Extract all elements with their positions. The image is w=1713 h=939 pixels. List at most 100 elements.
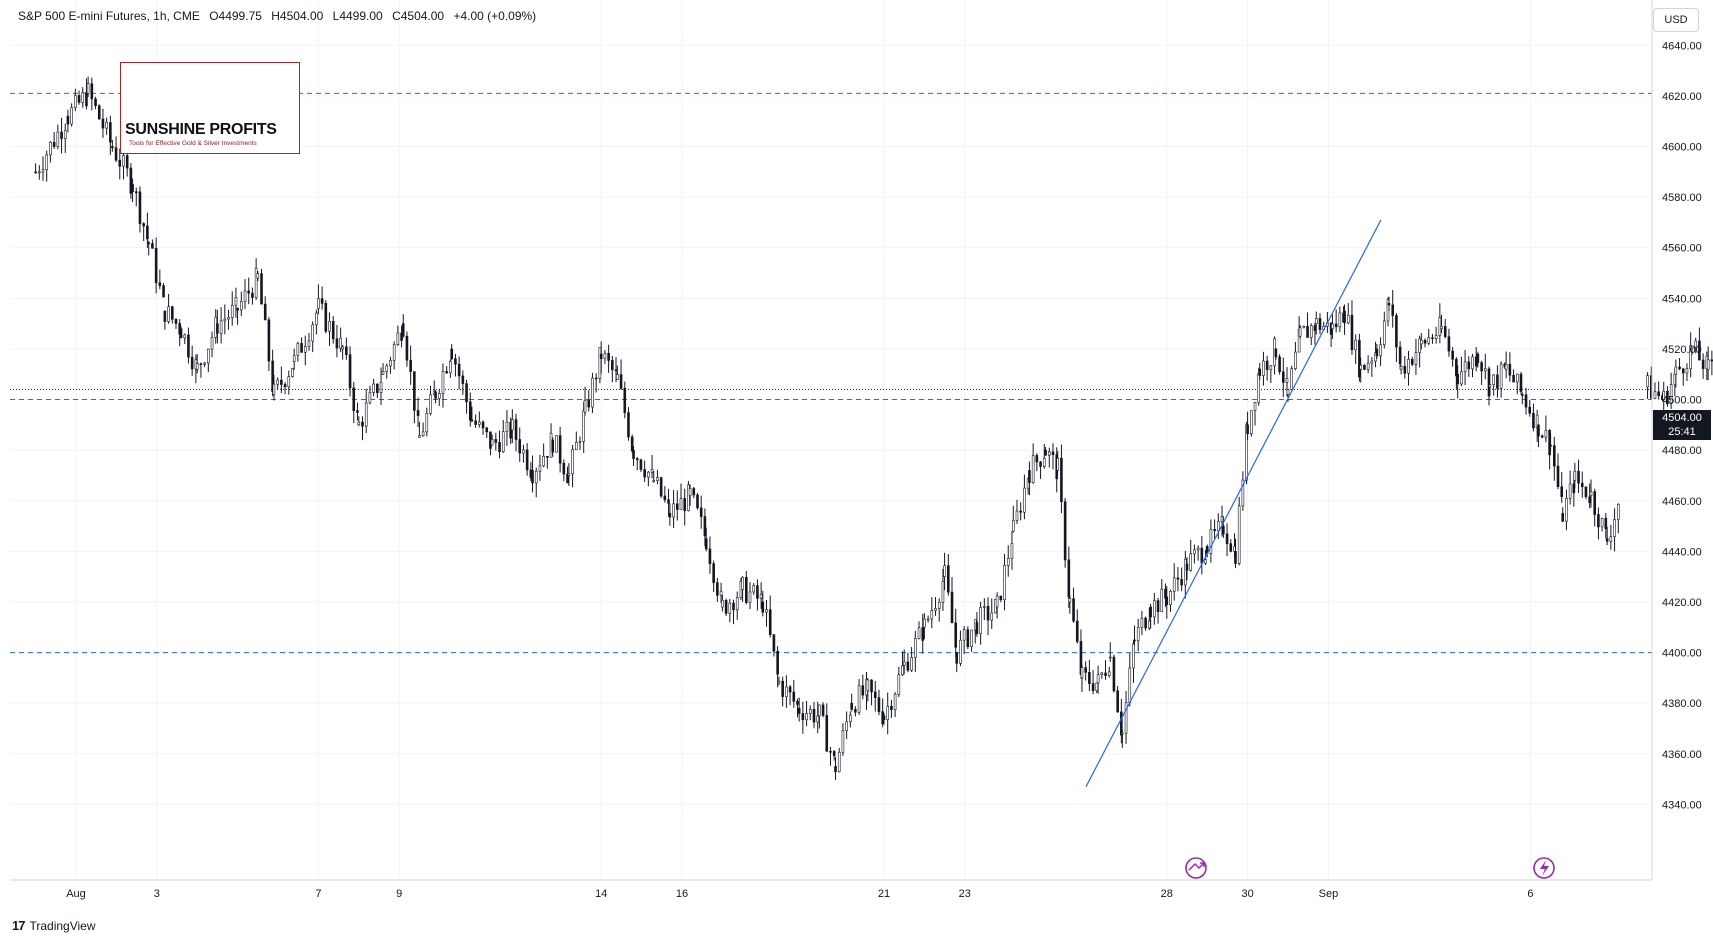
candle-body	[1674, 366, 1678, 375]
candle-body	[672, 503, 675, 518]
event-icons[interactable]	[1185, 857, 1555, 879]
candle-body	[1172, 577, 1176, 592]
x-tick-label: 7	[315, 888, 321, 900]
candle-body	[81, 92, 85, 103]
candle-body	[1128, 667, 1132, 703]
x-tick-label: Aug	[66, 888, 86, 900]
candle-body	[679, 498, 683, 510]
candle-body	[1309, 325, 1313, 338]
candle-body	[832, 751, 836, 757]
candle-body	[1060, 457, 1063, 502]
candle-body	[1269, 365, 1273, 371]
candle-body	[1148, 620, 1151, 629]
candle-body	[1241, 479, 1245, 507]
candle-body	[562, 462, 566, 475]
candle-body	[825, 715, 829, 752]
candle-body	[708, 548, 712, 564]
candle-body	[219, 320, 223, 334]
candle-body	[1519, 373, 1523, 392]
candle-body	[1121, 732, 1124, 735]
candle-body	[478, 421, 481, 425]
y-tick-label: 4460.00	[1662, 496, 1702, 508]
candle-body	[1471, 356, 1474, 370]
candle-body	[303, 346, 307, 353]
candle-body	[1451, 350, 1454, 360]
candle-body	[849, 714, 852, 723]
candle-body	[389, 360, 392, 367]
candle-body	[1274, 348, 1278, 358]
candle-body	[1391, 304, 1395, 316]
y-tick-label: 4580.00	[1662, 192, 1702, 204]
grid	[10, 0, 1652, 880]
y-tick-label: 4420.00	[1662, 597, 1702, 609]
candle-body	[635, 458, 639, 461]
trendline-layer[interactable]	[1085, 219, 1382, 787]
candle-body	[1653, 391, 1657, 399]
candle-body	[712, 563, 715, 583]
candle-body	[1549, 444, 1552, 447]
candle-body	[1532, 412, 1535, 429]
candle-body	[63, 130, 67, 139]
symbol-title: S&P 500 E-mini Futures, 1h, CME	[18, 9, 200, 23]
candle-body	[522, 449, 525, 454]
candle-body	[719, 590, 723, 596]
candle-body	[897, 674, 901, 695]
candle-body	[1701, 359, 1705, 369]
y-tick-label: 4440.00	[1662, 546, 1702, 558]
candle-body	[890, 705, 893, 711]
candle-body	[1382, 320, 1386, 346]
candle-body	[234, 297, 238, 306]
candle-body	[163, 310, 167, 322]
candle-body	[1359, 364, 1363, 370]
candle-body	[77, 95, 81, 103]
candle-body	[287, 376, 291, 388]
y-tick-label: 4480.00	[1662, 445, 1702, 457]
candle-body	[703, 516, 707, 537]
candle-body	[551, 439, 555, 453]
candle-body	[34, 171, 37, 174]
candle-body	[1407, 359, 1410, 374]
currency-button[interactable]: USD	[1653, 8, 1699, 32]
candle-body	[1499, 363, 1503, 389]
candle-body	[1434, 335, 1438, 339]
candle-body	[1463, 361, 1467, 373]
candle-body	[154, 248, 158, 284]
candle-body	[243, 290, 247, 302]
candle-body	[131, 184, 134, 192]
candle-body	[788, 686, 792, 693]
candle-body	[1613, 519, 1616, 537]
candle-body	[138, 191, 142, 224]
bar-countdown: 25:41	[1668, 426, 1696, 438]
candle-body	[1080, 667, 1084, 679]
candle-body	[1010, 543, 1014, 559]
candle-body	[1281, 371, 1285, 383]
candle-body	[105, 122, 108, 129]
candle-body	[1681, 368, 1685, 374]
candle-body	[450, 348, 454, 360]
candle-body	[514, 419, 518, 440]
candle-body	[555, 435, 558, 453]
candle-body	[1278, 356, 1281, 373]
candle-body	[1414, 352, 1418, 365]
candle-body	[207, 348, 210, 364]
y-tick-label: 4380.00	[1662, 698, 1702, 710]
candle-body	[716, 582, 719, 596]
candle-body	[1689, 345, 1692, 370]
candle-body	[1537, 424, 1540, 437]
candle-body	[1540, 435, 1544, 438]
candle-body	[409, 359, 412, 372]
candle-body	[494, 439, 498, 443]
candle-body	[1616, 504, 1620, 520]
candle-body	[1410, 359, 1414, 365]
candle-body	[667, 499, 670, 504]
candle-body	[1209, 529, 1213, 554]
dividend-event-icon[interactable]	[1185, 857, 1207, 879]
candle-body	[1246, 424, 1249, 434]
candle-body	[339, 337, 342, 349]
candle-body	[1440, 326, 1443, 329]
candle-body	[663, 495, 667, 500]
earnings-event-icon[interactable]	[1533, 857, 1555, 879]
tradingview-brand[interactable]: 17 TradingView	[12, 918, 96, 933]
candle-body	[829, 751, 832, 753]
